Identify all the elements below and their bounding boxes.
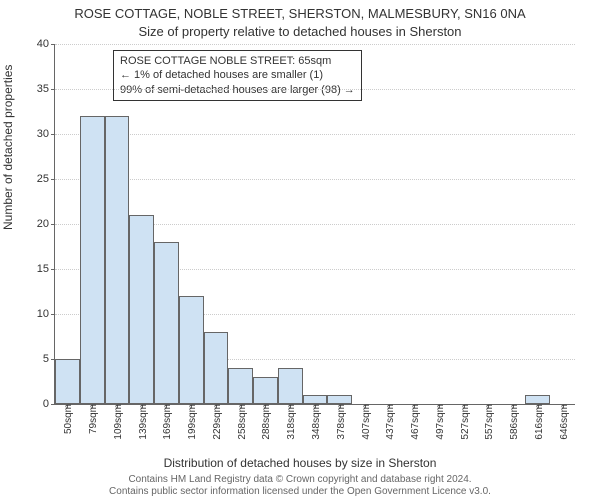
bar bbox=[525, 395, 550, 404]
xtick-label: 169sqm bbox=[159, 404, 173, 440]
xtick-label: 378sqm bbox=[333, 404, 347, 440]
chart-container: ROSE COTTAGE, NOBLE STREET, SHERSTON, MA… bbox=[0, 0, 600, 500]
xtick-label: 229sqm bbox=[209, 404, 223, 440]
annotation-line2: ← 1% of detached houses are smaller (1) bbox=[120, 68, 355, 82]
bar bbox=[179, 296, 204, 404]
ytick-label: 20 bbox=[37, 218, 55, 230]
xtick-label: 199sqm bbox=[184, 404, 198, 440]
bar bbox=[204, 332, 229, 404]
ytick-label: 25 bbox=[37, 173, 55, 185]
attribution-text: Contains HM Land Registry data © Crown c… bbox=[0, 474, 600, 498]
bar bbox=[80, 116, 105, 404]
property-annotation-box: ROSE COTTAGE NOBLE STREET: 65sqm ← 1% of… bbox=[113, 50, 362, 101]
annotation-line1: ROSE COTTAGE NOBLE STREET: 65sqm bbox=[120, 54, 355, 68]
gridline bbox=[55, 44, 575, 45]
y-axis-label: Number of detached properties bbox=[1, 65, 15, 230]
bar bbox=[129, 215, 154, 404]
gridline bbox=[55, 134, 575, 135]
xtick-label: 497sqm bbox=[432, 404, 446, 440]
bar bbox=[327, 395, 352, 404]
xtick-label: 348sqm bbox=[308, 404, 322, 440]
bar bbox=[154, 242, 179, 404]
bar bbox=[278, 368, 303, 404]
xtick-label: 557sqm bbox=[481, 404, 495, 440]
xtick-label: 586sqm bbox=[506, 404, 520, 440]
xtick-label: 437sqm bbox=[382, 404, 396, 440]
bar bbox=[228, 368, 253, 404]
xtick-label: 139sqm bbox=[135, 404, 149, 440]
xtick-label: 407sqm bbox=[358, 404, 372, 440]
chart-title-desc: Size of property relative to detached ho… bbox=[0, 24, 600, 39]
xtick-label: 318sqm bbox=[283, 404, 297, 440]
xtick-label: 50sqm bbox=[60, 404, 74, 434]
bar bbox=[253, 377, 278, 404]
x-axis-label: Distribution of detached houses by size … bbox=[0, 456, 600, 470]
attribution-line1: Contains HM Land Registry data © Crown c… bbox=[0, 474, 600, 486]
ytick-label: 15 bbox=[37, 263, 55, 275]
ytick-label: 30 bbox=[37, 128, 55, 140]
ytick-label: 10 bbox=[37, 308, 55, 320]
bar bbox=[55, 359, 80, 404]
chart-title-address: ROSE COTTAGE, NOBLE STREET, SHERSTON, MA… bbox=[0, 6, 600, 21]
attribution-line2: Contains public sector information licen… bbox=[0, 486, 600, 498]
ytick-label: 5 bbox=[43, 353, 55, 365]
ytick-label: 40 bbox=[37, 38, 55, 50]
xtick-label: 616sqm bbox=[531, 404, 545, 440]
xtick-label: 646sqm bbox=[556, 404, 570, 440]
ytick-label: 0 bbox=[43, 398, 55, 410]
bar bbox=[303, 395, 328, 404]
gridline bbox=[55, 89, 575, 90]
gridline bbox=[55, 179, 575, 180]
xtick-label: 467sqm bbox=[407, 404, 421, 440]
xtick-label: 79sqm bbox=[85, 404, 99, 434]
bar bbox=[105, 116, 130, 404]
plot-area: ROSE COTTAGE NOBLE STREET: 65sqm ← 1% of… bbox=[54, 44, 575, 405]
ytick-label: 35 bbox=[37, 83, 55, 95]
xtick-label: 288sqm bbox=[258, 404, 272, 440]
xtick-label: 258sqm bbox=[234, 404, 248, 440]
xtick-label: 109sqm bbox=[110, 404, 124, 440]
xtick-label: 527sqm bbox=[457, 404, 471, 440]
